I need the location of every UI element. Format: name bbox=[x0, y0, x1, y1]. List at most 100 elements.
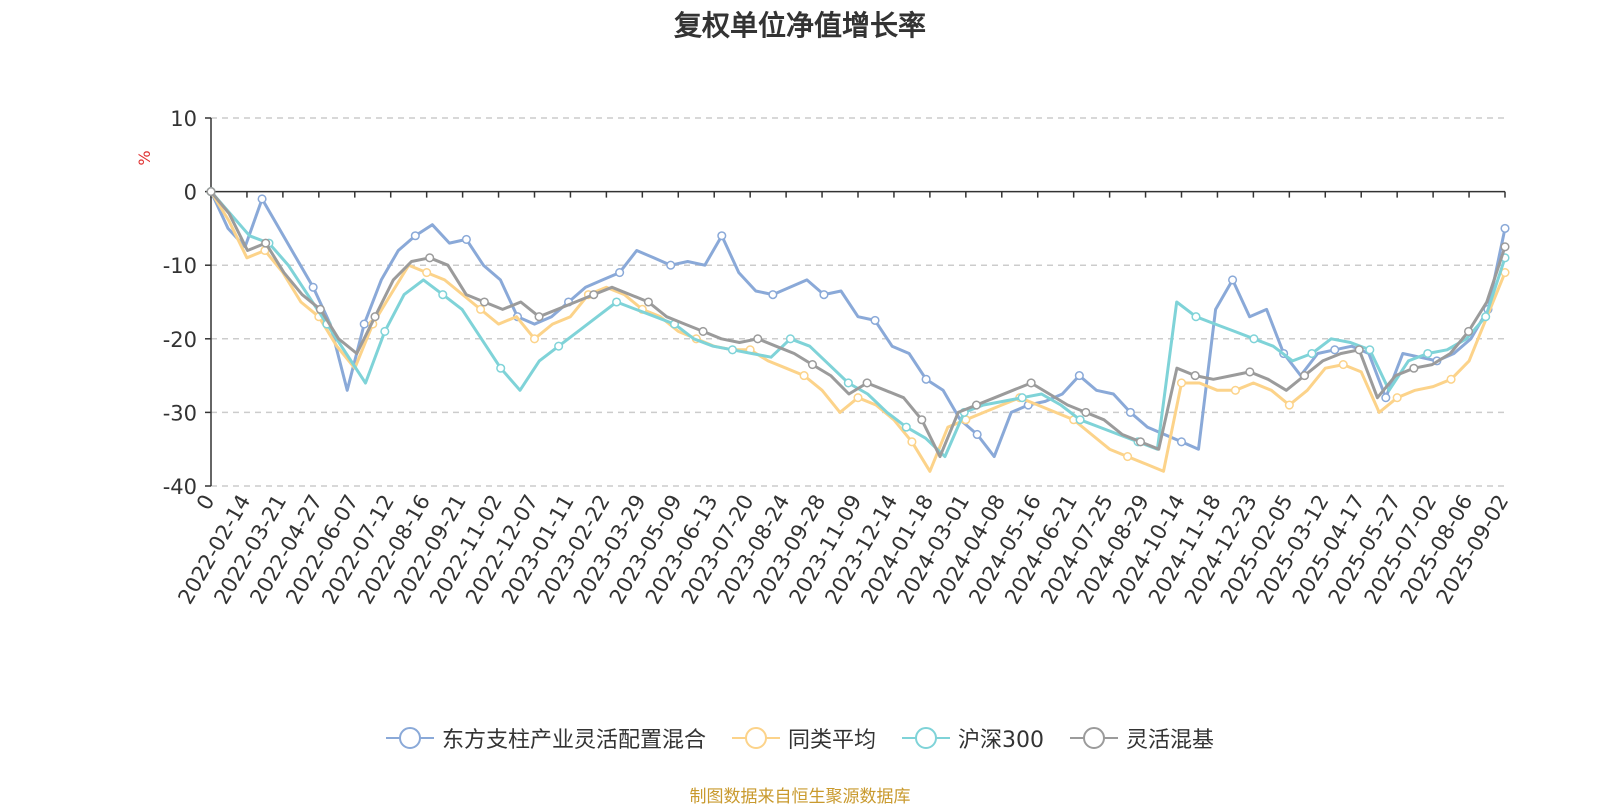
data-point bbox=[1463, 326, 1474, 336]
y-tick-label: -20 bbox=[163, 328, 197, 352]
data-point bbox=[1365, 345, 1375, 355]
data-point bbox=[380, 326, 390, 336]
data-point bbox=[496, 363, 506, 373]
data-point bbox=[1338, 360, 1348, 370]
data-point bbox=[1228, 275, 1238, 285]
legend-swatch-icon bbox=[1070, 727, 1118, 749]
data-point bbox=[1249, 334, 1259, 344]
data-point bbox=[1081, 407, 1091, 417]
data-point bbox=[370, 312, 380, 322]
data-point bbox=[768, 290, 778, 300]
data-point bbox=[917, 415, 927, 425]
data-point bbox=[1190, 371, 1200, 381]
data-point bbox=[1176, 378, 1187, 388]
legend-label: 灵活混基 bbox=[1126, 728, 1215, 753]
data-point bbox=[1330, 345, 1340, 355]
y-tick-label: -40 bbox=[163, 475, 197, 499]
data-point bbox=[1017, 393, 1027, 403]
series-line-1 bbox=[209, 190, 1507, 473]
data-point bbox=[1307, 348, 1317, 359]
series-line-2 bbox=[209, 190, 1507, 459]
data-point bbox=[698, 326, 708, 336]
legend-item[interactable]: 沪深300 bbox=[902, 722, 1044, 754]
y-axis-label: % bbox=[135, 150, 154, 165]
data-point bbox=[1123, 452, 1133, 462]
legend-swatch-icon bbox=[731, 727, 780, 749]
data-point bbox=[1075, 415, 1085, 425]
source-note: 制图数据来自恒生聚源数据库 bbox=[689, 787, 911, 807]
legend-swatch-icon bbox=[385, 727, 434, 749]
data-point bbox=[870, 315, 880, 325]
data-point bbox=[529, 334, 540, 344]
data-point bbox=[753, 334, 763, 344]
data-point bbox=[1245, 367, 1255, 377]
data-point bbox=[643, 297, 653, 307]
data-point bbox=[1392, 393, 1402, 403]
data-point bbox=[853, 393, 863, 403]
series-line-0 bbox=[209, 190, 1507, 459]
data-point bbox=[1423, 348, 1433, 359]
data-point bbox=[410, 231, 420, 241]
legend-swatch-icon bbox=[902, 727, 950, 749]
data-point bbox=[799, 371, 809, 381]
data-point bbox=[819, 290, 829, 300]
data-point bbox=[1230, 385, 1240, 395]
data-point bbox=[479, 297, 489, 307]
data-point bbox=[1125, 407, 1135, 417]
legend-label: 沪深300 bbox=[958, 728, 1044, 753]
data-point bbox=[1500, 242, 1510, 252]
legend-item[interactable]: 同类平均 bbox=[731, 722, 876, 754]
data-point bbox=[907, 437, 917, 447]
data-point bbox=[727, 345, 738, 355]
data-point bbox=[534, 312, 544, 322]
data-point bbox=[315, 304, 325, 314]
data-point bbox=[257, 194, 267, 204]
x-tick-label: 0 bbox=[192, 491, 219, 515]
chart-legend: 东方支柱产业灵活配置混合 同类平均 沪深300 灵活混基 bbox=[0, 722, 1600, 754]
y-tick-label: 0 bbox=[184, 181, 197, 205]
data-point bbox=[1074, 371, 1084, 381]
data-point bbox=[308, 282, 318, 292]
data-point bbox=[843, 378, 853, 388]
data-point bbox=[1191, 312, 1201, 322]
data-point bbox=[261, 238, 271, 248]
series-lines bbox=[206, 187, 1510, 473]
grid-lines bbox=[211, 117, 1505, 487]
legend-item[interactable]: 东方支柱产业灵活配置混合 bbox=[385, 722, 706, 754]
data-point bbox=[971, 400, 982, 410]
y-tick-label: -30 bbox=[163, 401, 197, 425]
data-point bbox=[1409, 363, 1419, 373]
legend-label: 东方支柱产业灵活配置混合 bbox=[441, 728, 706, 753]
data-point bbox=[438, 290, 448, 300]
y-tick-label: 10 bbox=[170, 107, 197, 131]
data-point bbox=[554, 341, 564, 351]
data-point bbox=[921, 374, 931, 384]
data-point bbox=[717, 231, 727, 241]
data-point bbox=[972, 429, 982, 440]
chart-title: 复权单位净值增长率 bbox=[673, 9, 926, 42]
data-point bbox=[461, 234, 471, 244]
data-point bbox=[476, 304, 486, 314]
legend-label: 同类平均 bbox=[787, 728, 876, 753]
data-point bbox=[785, 334, 795, 344]
data-point bbox=[862, 378, 872, 388]
data-point bbox=[1500, 223, 1510, 233]
legend-item[interactable]: 灵活混基 bbox=[1070, 722, 1214, 754]
data-point bbox=[206, 187, 216, 197]
data-point bbox=[807, 360, 817, 370]
data-point bbox=[1354, 345, 1364, 355]
data-point bbox=[1026, 378, 1036, 388]
data-point bbox=[359, 319, 369, 329]
data-point bbox=[589, 290, 599, 300]
data-point bbox=[1381, 393, 1391, 403]
series-line-3 bbox=[209, 190, 1507, 459]
data-point bbox=[1135, 437, 1146, 447]
data-point bbox=[1176, 437, 1187, 447]
data-point bbox=[422, 268, 432, 278]
data-point bbox=[425, 253, 435, 263]
axes: 100-10-20-30-4002022-02-142022-03-212022… bbox=[163, 107, 1514, 608]
data-point bbox=[612, 297, 622, 307]
data-point bbox=[1284, 400, 1294, 410]
y-tick-label: -10 bbox=[163, 254, 197, 278]
